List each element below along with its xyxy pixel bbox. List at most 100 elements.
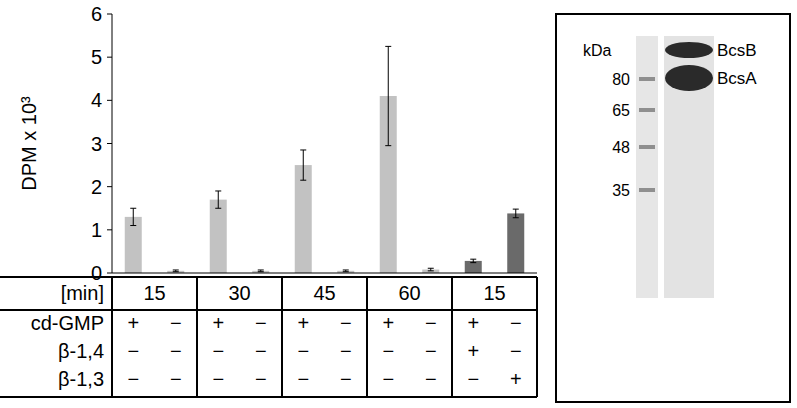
error-line xyxy=(515,209,516,218)
table-cell: − xyxy=(170,368,182,390)
table-cell: − xyxy=(170,312,182,334)
error-line xyxy=(473,259,474,262)
error-cap xyxy=(385,46,391,47)
table-cell: − xyxy=(382,368,394,390)
y-tick-label: 5 xyxy=(91,46,102,68)
unit-label: kDa xyxy=(583,42,612,59)
error-line xyxy=(388,46,389,145)
y-tick xyxy=(107,14,112,15)
marker-label: 80 xyxy=(612,71,630,88)
table-rule xyxy=(536,277,538,397)
bar xyxy=(465,261,482,273)
error-cap xyxy=(173,269,179,270)
marker-label: 48 xyxy=(612,139,630,156)
table-cell: − xyxy=(425,368,437,390)
table-cell: + xyxy=(467,312,479,334)
error-bar xyxy=(385,46,391,145)
y-tick-label: 3 xyxy=(91,133,102,155)
table-cell: + xyxy=(127,312,139,334)
error-bar xyxy=(428,268,434,271)
group-label: 60 xyxy=(398,282,420,304)
table-cell: − xyxy=(340,340,352,362)
gel-frame xyxy=(556,14,790,402)
bar xyxy=(210,200,227,273)
error-cap xyxy=(300,180,306,181)
error-cap xyxy=(513,217,519,218)
row-label: β-1,4 xyxy=(58,340,104,362)
error-bar xyxy=(215,191,221,208)
table-rule xyxy=(0,396,537,398)
table-cell: − xyxy=(382,340,394,362)
ladder-band xyxy=(639,77,655,81)
marker-label: 35 xyxy=(612,182,630,199)
table-rule xyxy=(0,276,537,278)
gel-ladder-lane xyxy=(636,36,658,298)
bar xyxy=(295,165,312,273)
row-label: β-1,3 xyxy=(58,368,104,390)
error-cap xyxy=(173,271,179,272)
table-cell: − xyxy=(255,340,267,362)
table-cell: − xyxy=(510,340,522,362)
table-cell: − xyxy=(212,368,224,390)
error-cap xyxy=(130,225,136,226)
y-tick xyxy=(107,273,112,274)
table-rule xyxy=(111,277,113,397)
table-cell: − xyxy=(127,368,139,390)
x-axis xyxy=(112,273,537,274)
error-cap xyxy=(215,208,221,209)
error-cap xyxy=(258,271,264,272)
error-cap xyxy=(428,270,434,271)
table-cell: − xyxy=(510,312,522,334)
error-bar xyxy=(343,270,349,272)
error-line xyxy=(303,150,304,180)
table-cell: − xyxy=(340,312,352,334)
gel-sample-lane xyxy=(664,36,714,298)
table-cell: + xyxy=(297,312,309,334)
error-cap xyxy=(343,271,349,272)
protein-band xyxy=(665,42,713,58)
table-cell: − xyxy=(425,312,437,334)
band-label: BcsB xyxy=(717,41,757,60)
error-cap xyxy=(130,208,136,209)
error-bar xyxy=(258,270,264,272)
table-rule xyxy=(0,309,537,311)
y-tick xyxy=(107,229,112,230)
table-cell: − xyxy=(255,312,267,334)
error-cap xyxy=(215,190,221,191)
error-line xyxy=(218,191,219,208)
bars xyxy=(125,46,525,273)
table-cell: − xyxy=(340,368,352,390)
bar xyxy=(125,217,142,273)
y-tick-label: 2 xyxy=(91,176,102,198)
error-cap xyxy=(385,145,391,146)
table-rule xyxy=(281,277,283,397)
group-label: 15 xyxy=(143,282,165,304)
bar xyxy=(507,213,524,273)
table-cell: − xyxy=(255,368,267,390)
table-cell: − xyxy=(425,340,437,362)
table-cell: + xyxy=(212,312,224,334)
error-cap xyxy=(343,269,349,270)
table-cell: + xyxy=(382,312,394,334)
error-bar xyxy=(470,259,476,262)
table-rule xyxy=(366,277,368,397)
error-bar xyxy=(513,209,519,218)
error-cap xyxy=(300,149,306,150)
y-tick-label: 6 xyxy=(91,3,102,25)
figure: 0123456DPM x 10³[min]cd-GMPβ-1,4β-1,3153… xyxy=(0,0,797,408)
protein-band xyxy=(665,65,713,91)
error-line xyxy=(133,208,134,225)
error-bar xyxy=(173,270,179,272)
error-cap xyxy=(470,262,476,263)
ladder-band xyxy=(639,145,655,149)
group-label: 45 xyxy=(313,282,335,304)
row-label: [min] xyxy=(61,282,104,304)
error-cap xyxy=(470,259,476,260)
table-cell: − xyxy=(297,340,309,362)
y-axis-label: DPM x 10³ xyxy=(18,96,40,191)
error-bar xyxy=(130,208,136,225)
y-tick xyxy=(107,143,112,144)
table-cell: − xyxy=(127,340,139,362)
ladder-band xyxy=(639,188,655,192)
row-label: cd-GMP xyxy=(31,312,104,334)
